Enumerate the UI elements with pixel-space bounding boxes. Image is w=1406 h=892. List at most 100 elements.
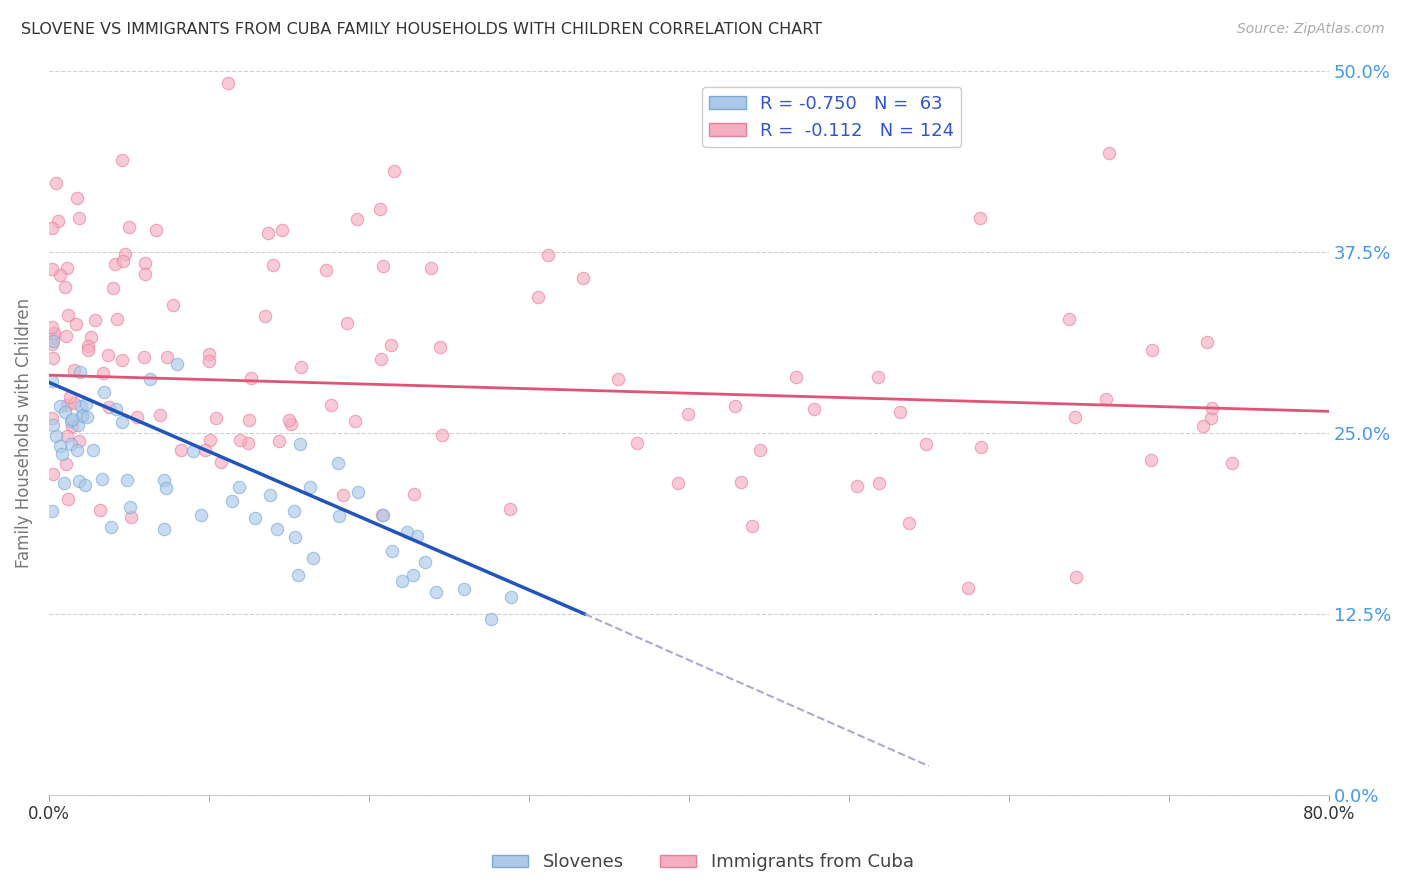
Point bbox=[132, 351, 155, 365]
Point bbox=[898, 516, 921, 530]
Point bbox=[45, 176, 67, 190]
Point bbox=[45, 429, 67, 443]
Point bbox=[257, 226, 280, 240]
Legend: Slovenes, Immigrants from Cuba: Slovenes, Immigrants from Cuba bbox=[485, 847, 921, 879]
Point bbox=[221, 494, 243, 508]
Point bbox=[98, 400, 121, 414]
Point bbox=[155, 481, 177, 495]
Point bbox=[42, 351, 65, 365]
Point bbox=[118, 500, 141, 514]
Point bbox=[70, 408, 93, 422]
Point bbox=[380, 338, 402, 352]
Point bbox=[83, 312, 105, 326]
Point bbox=[63, 362, 86, 376]
Point bbox=[415, 555, 437, 569]
Point bbox=[156, 350, 179, 364]
Point bbox=[846, 479, 869, 493]
Point bbox=[402, 487, 425, 501]
Point bbox=[153, 473, 176, 487]
Point bbox=[125, 410, 148, 425]
Point bbox=[217, 77, 239, 91]
Point bbox=[402, 567, 425, 582]
Point bbox=[288, 436, 311, 450]
Point bbox=[1140, 343, 1163, 358]
Point bbox=[69, 365, 91, 379]
Point bbox=[72, 409, 94, 423]
Point bbox=[749, 442, 772, 457]
Point bbox=[371, 508, 394, 522]
Point bbox=[75, 397, 97, 411]
Point bbox=[957, 582, 980, 596]
Point bbox=[69, 434, 91, 448]
Point bbox=[55, 329, 77, 343]
Point bbox=[676, 408, 699, 422]
Point bbox=[56, 398, 79, 412]
Point bbox=[59, 414, 82, 428]
Point bbox=[868, 476, 890, 491]
Point bbox=[41, 320, 63, 334]
Point bbox=[270, 223, 292, 237]
Point bbox=[134, 267, 156, 281]
Point bbox=[55, 457, 77, 471]
Point bbox=[53, 405, 76, 419]
Point bbox=[120, 510, 142, 524]
Point bbox=[889, 405, 911, 419]
Point bbox=[60, 411, 83, 425]
Point bbox=[100, 520, 122, 534]
Point bbox=[41, 411, 63, 425]
Point bbox=[666, 475, 689, 490]
Point bbox=[42, 334, 65, 348]
Point bbox=[396, 524, 419, 539]
Point bbox=[56, 308, 79, 322]
Point bbox=[301, 550, 323, 565]
Point bbox=[91, 472, 114, 486]
Y-axis label: Family Households with Children: Family Households with Children bbox=[15, 298, 32, 568]
Point bbox=[42, 330, 65, 344]
Point bbox=[346, 212, 368, 227]
Point bbox=[240, 371, 263, 385]
Point bbox=[105, 311, 128, 326]
Point bbox=[269, 434, 291, 448]
Legend: R = -0.750   N =  63, R =  -0.112   N = 124: R = -0.750 N = 63, R = -0.112 N = 124 bbox=[702, 87, 962, 147]
Point bbox=[209, 455, 232, 469]
Point bbox=[53, 279, 76, 293]
Point bbox=[190, 508, 212, 522]
Point bbox=[198, 354, 221, 368]
Point bbox=[80, 330, 103, 344]
Point bbox=[42, 326, 65, 340]
Point bbox=[419, 260, 441, 275]
Point bbox=[66, 417, 89, 432]
Point bbox=[170, 443, 193, 458]
Point bbox=[56, 260, 79, 275]
Point bbox=[51, 447, 73, 461]
Point bbox=[724, 399, 747, 413]
Point bbox=[278, 413, 301, 427]
Point bbox=[238, 413, 260, 427]
Point bbox=[371, 260, 394, 274]
Point bbox=[328, 508, 350, 523]
Text: SLOVENE VS IMMIGRANTS FROM CUBA FAMILY HOUSEHOLDS WITH CHILDREN CORRELATION CHAR: SLOVENE VS IMMIGRANTS FROM CUBA FAMILY H… bbox=[21, 22, 823, 37]
Point bbox=[262, 258, 284, 272]
Point bbox=[319, 399, 342, 413]
Point bbox=[111, 353, 134, 368]
Point bbox=[368, 202, 391, 217]
Point bbox=[382, 164, 405, 178]
Point bbox=[1201, 401, 1223, 416]
Point bbox=[391, 574, 413, 588]
Point bbox=[284, 530, 307, 544]
Point bbox=[381, 544, 404, 558]
Point bbox=[572, 270, 595, 285]
Point bbox=[41, 504, 63, 518]
Point bbox=[41, 220, 63, 235]
Point bbox=[149, 409, 172, 423]
Point bbox=[730, 475, 752, 490]
Point bbox=[1097, 146, 1119, 161]
Point bbox=[335, 316, 357, 330]
Point bbox=[139, 372, 162, 386]
Point bbox=[1139, 453, 1161, 467]
Point bbox=[803, 401, 825, 416]
Point bbox=[626, 436, 648, 450]
Point bbox=[429, 340, 451, 354]
Point bbox=[501, 591, 523, 605]
Point bbox=[343, 414, 366, 428]
